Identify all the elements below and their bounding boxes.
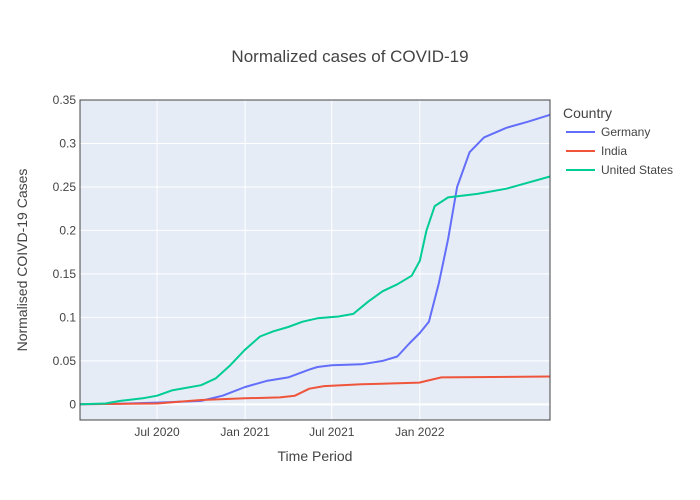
y-axis-title: Normalised COIVD-19 Cases bbox=[14, 169, 30, 352]
x-tick-label: Jul 2020 bbox=[134, 425, 180, 439]
y-tick-label: 0.2 bbox=[59, 223, 76, 237]
x-axis-ticks: Jul 2020 Jan 2021 Jul 2021 Jan 2022 bbox=[134, 425, 444, 439]
series-line-india bbox=[79, 375, 551, 406]
series-line-united-states bbox=[79, 175, 551, 406]
legend-item-united-states[interactable]: United States bbox=[566, 163, 673, 177]
legend-title: Country bbox=[563, 105, 612, 121]
x-axis-title: Time Period bbox=[278, 448, 353, 464]
legend[interactable]: Country Germany India United States bbox=[563, 105, 673, 177]
y-tick-label: 0.25 bbox=[53, 180, 77, 194]
y-tick-label: 0.35 bbox=[53, 93, 77, 107]
y-axis-ticks: 0 0.05 0.1 0.15 0.2 0.25 0.3 0.35 bbox=[53, 93, 77, 411]
legend-label: Germany bbox=[601, 125, 650, 139]
chart-title: Normalized cases of COVID-19 bbox=[231, 47, 468, 66]
y-tick-label: 0.05 bbox=[53, 354, 77, 368]
legend-item-india[interactable]: India bbox=[566, 144, 627, 158]
x-tick-label: Jan 2022 bbox=[395, 425, 445, 439]
y-tick-label: 0.15 bbox=[53, 267, 77, 281]
series-line-germany bbox=[79, 113, 551, 406]
legend-item-germany[interactable]: Germany bbox=[566, 125, 650, 139]
y-tick-label: 0.3 bbox=[59, 136, 76, 150]
plot-frame bbox=[79, 99, 551, 421]
series-lines bbox=[79, 113, 551, 406]
plot-area bbox=[80, 100, 550, 420]
x-tick-label: Jul 2021 bbox=[309, 425, 355, 439]
y-tick-label: 0 bbox=[69, 397, 76, 411]
legend-label: United States bbox=[601, 163, 673, 177]
y-tick-label: 0.1 bbox=[59, 310, 76, 324]
legend-label: India bbox=[601, 144, 627, 158]
x-tick-label: Jan 2021 bbox=[220, 425, 270, 439]
